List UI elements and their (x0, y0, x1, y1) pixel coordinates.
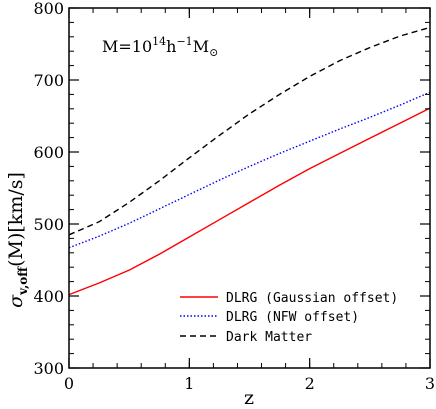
y-tick-label: 700 (33, 71, 64, 90)
series-line-2 (68, 26, 431, 236)
mass-annotation-prefix: M=10 (102, 37, 152, 56)
plot-lines (68, 26, 431, 296)
y-tick-label: 800 (33, 0, 64, 18)
axis-ticks: 0 1 2 3 300 400 500 600 700 800 (33, 0, 435, 393)
x-tick-label: 3 (425, 374, 435, 393)
mass-annotation: M=1014h−1M⊙ (102, 35, 218, 59)
series-line-1 (68, 91, 431, 249)
y-tick-label: 300 (33, 359, 64, 378)
mass-annotation-exp1: 14 (152, 35, 166, 48)
mass-annotation-sub: ⊙ (209, 46, 218, 59)
legend: DLRG (Gaussian offset) DLRG (NFW offset) D… (180, 291, 398, 345)
mass-annotation-exp2: −1 (176, 35, 192, 48)
legend-label-2: Dark Matter (226, 330, 312, 345)
series-line-0 (68, 107, 431, 296)
y-axis-label-rest: (M)[km/s] (5, 172, 27, 267)
y-tick-label: 400 (33, 287, 64, 306)
plot-frame (68, 7, 431, 369)
y-axis-label-main: σ (5, 294, 27, 308)
y-axis-label: σv,off(M)[km/s] (5, 172, 30, 308)
y-tick-label: 600 (33, 143, 64, 162)
legend-label-0: DLRG (Gaussian offset) (226, 291, 398, 306)
x-tick-label: 2 (305, 374, 315, 393)
x-tick-label: 0 (64, 374, 74, 393)
mass-annotation-mid: h (166, 37, 176, 56)
mass-annotation-suffix: M (193, 37, 209, 56)
y-axis-label-sub: v,off (16, 266, 30, 296)
x-tick-label: 1 (184, 374, 194, 393)
legend-label-1: DLRG (NFW offset) (226, 310, 359, 325)
y-tick-label: 500 (33, 215, 64, 234)
x-axis-label: z (244, 387, 254, 409)
